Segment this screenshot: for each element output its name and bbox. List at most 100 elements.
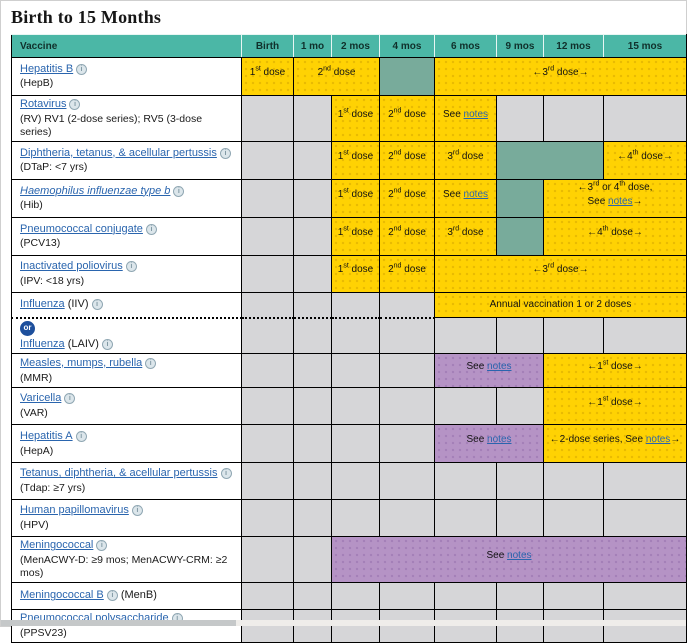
- table-row-influenza-iiv: Influenza (IIV) i Annual vaccination 1 or …: [11, 292, 687, 319]
- header-9mos: 9 mos: [496, 34, 544, 58]
- dose-cell: ←2-dose series, See notes→: [543, 424, 687, 464]
- dose-cell: 1st dose: [331, 179, 380, 218]
- empty-cell: [293, 424, 332, 464]
- info-icon[interactable]: i: [76, 63, 88, 75]
- vaccine-link-varicella[interactable]: Varicella: [20, 392, 62, 405]
- empty-cell: [241, 353, 294, 389]
- header-12mos: 12 mos: [543, 34, 604, 58]
- empty-cell: [434, 609, 497, 643]
- dose-cell: 2nd dose: [379, 179, 435, 218]
- vaccine-link-menb[interactable]: Meningococcal B: [20, 589, 104, 602]
- table-row-tdap: Tetanus, diphtheria, & acellular pertuss…: [11, 462, 687, 501]
- empty-cell: [293, 95, 332, 142]
- vaccine-cell-influenza-laiv: or Influenza (LAIV) i: [11, 316, 242, 355]
- empty-cell: [241, 424, 294, 464]
- notes-link[interactable]: notes: [463, 188, 489, 200]
- info-icon[interactable]: i: [64, 393, 76, 405]
- vaccine-cell-mmr: Measles, mumps, rubella i (MMR): [11, 353, 242, 389]
- schedule-table-wrapper: Vaccine Birth 1 mo 2 mos 4 mos 6 mos 9 m…: [11, 34, 687, 643]
- vaccine-cell-meningococcal: Meningococcal i (MenACWY-D: ≥9 mos; MenACW…: [11, 536, 242, 584]
- empty-cell: [241, 387, 294, 426]
- empty-cell: [331, 499, 380, 538]
- notes-link[interactable]: notes: [608, 195, 633, 207]
- empty-cell: [331, 387, 380, 426]
- vaccine-link-hpv[interactable]: Human papillomavirus: [20, 504, 129, 517]
- empty-cell: [496, 582, 544, 611]
- vaccine-cell-dtap: Diphtheria, tetanus, & acellular pertuss…: [11, 141, 242, 180]
- empty-cell: [241, 499, 294, 538]
- notes-link[interactable]: notes: [487, 434, 512, 445]
- empty-cell: [241, 609, 294, 643]
- empty-cell: [241, 141, 294, 180]
- vaccine-link-ipv[interactable]: Inactivated poliovirus: [20, 260, 123, 273]
- header-1mo: 1 mo: [293, 34, 332, 58]
- vaccine-link-influenza-laiv[interactable]: Influenza: [20, 337, 65, 350]
- empty-cell: [241, 462, 294, 501]
- empty-cell: [543, 609, 604, 643]
- table-row-hib: Haemophilus influenzae type b i (Hib) 1st d…: [11, 179, 687, 218]
- empty-cell: [293, 179, 332, 218]
- vaccine-link-rotavirus[interactable]: Rotavirus: [20, 98, 67, 110]
- info-icon[interactable]: i: [173, 185, 185, 197]
- info-icon[interactable]: i: [101, 338, 113, 350]
- table-row-mmr: Measles, mumps, rubella i (MMR) See notes ←1…: [11, 353, 687, 389]
- empty-cell: [241, 582, 294, 611]
- vaccine-link-tdap[interactable]: Tetanus, diphtheria, & acellular pertuss…: [20, 467, 218, 480]
- dose-cell: ←3rd dose→: [434, 57, 687, 96]
- vaccine-link-dtap[interactable]: Diphtheria, tetanus, & acellular pertuss…: [20, 146, 217, 159]
- notes-link[interactable]: notes: [507, 550, 532, 561]
- header-birth: Birth: [241, 34, 294, 58]
- header-vaccine: Vaccine: [11, 34, 242, 58]
- empty-cell: [331, 316, 380, 355]
- info-icon[interactable]: i: [220, 468, 232, 480]
- empty-cell: [293, 292, 332, 319]
- vaccine-link-hib[interactable]: Haemophilus influenzae type b: [20, 184, 171, 197]
- notes-link[interactable]: notes: [463, 108, 489, 120]
- info-icon[interactable]: i: [75, 430, 87, 442]
- empty-cell: [241, 292, 294, 319]
- header-2mos: 2 mos: [331, 34, 380, 58]
- empty-cell: [496, 387, 544, 426]
- empty-cell: [379, 462, 435, 501]
- dose-cell: 3rd dose: [434, 217, 497, 256]
- notes-link[interactable]: notes: [487, 361, 512, 372]
- info-icon[interactable]: i: [145, 357, 157, 369]
- vaccine-link-hepatitis-a[interactable]: Hepatitis A: [20, 429, 73, 442]
- vaccine-subtitle: (HPV): [20, 519, 49, 532]
- empty-cell: [496, 499, 544, 538]
- empty-cell: [434, 462, 497, 501]
- empty-cell: [293, 582, 332, 611]
- vaccine-cell-influenza-iiv: Influenza (IIV) i: [11, 292, 242, 319]
- info-icon[interactable]: i: [125, 261, 137, 273]
- header-row: Vaccine Birth 1 mo 2 mos 4 mos 6 mos 9 m…: [11, 34, 687, 58]
- empty-cell: [293, 141, 332, 180]
- empty-cell: [603, 582, 687, 611]
- vaccine-subtitle: (MenACWY-D: ≥9 mos; MenACWY-CRM: ≥2 mos): [20, 554, 228, 580]
- vaccine-subtitle: (HepA): [20, 444, 54, 457]
- vaccine-link-pcv13[interactable]: Pneumococcal conjugate: [20, 222, 143, 235]
- info-icon[interactable]: i: [91, 298, 103, 310]
- info-icon[interactable]: i: [106, 590, 118, 602]
- notes-link[interactable]: notes: [645, 434, 671, 445]
- vaccine-link-hepatitis-b[interactable]: Hepatitis B: [20, 62, 74, 75]
- empty-cell: [496, 462, 544, 501]
- info-icon[interactable]: i: [219, 147, 231, 159]
- info-icon[interactable]: i: [145, 223, 157, 235]
- info-icon[interactable]: i: [69, 99, 81, 110]
- empty-cell: [379, 424, 435, 464]
- horizontal-scrollbar-thumb[interactable]: [1, 620, 236, 626]
- vaccine-subtitle: (Tdap: ≥7 yrs): [20, 482, 86, 495]
- dose-cell: ←3rd or 4th dose, See notes→: [543, 179, 687, 218]
- vaccine-link-mmr[interactable]: Measles, mumps, rubella: [20, 356, 143, 369]
- vaccine-link-influenza-iiv[interactable]: Influenza: [20, 297, 65, 310]
- see-notes-cell: See notes: [434, 424, 544, 464]
- empty-cell: [379, 387, 435, 426]
- info-icon[interactable]: i: [96, 540, 108, 552]
- info-icon[interactable]: i: [131, 505, 143, 517]
- vaccine-subtitle: (IPV: <18 yrs): [20, 274, 85, 287]
- vaccine-link-meningococcal[interactable]: Meningococcal: [20, 539, 94, 552]
- vaccine-cell-ipv: Inactivated poliovirus i (IPV: <18 yrs): [11, 255, 242, 293]
- vaccine-subtitle: (MMR): [20, 371, 53, 384]
- empty-cell: [603, 316, 687, 355]
- horizontal-scrollbar[interactable]: [1, 620, 686, 626]
